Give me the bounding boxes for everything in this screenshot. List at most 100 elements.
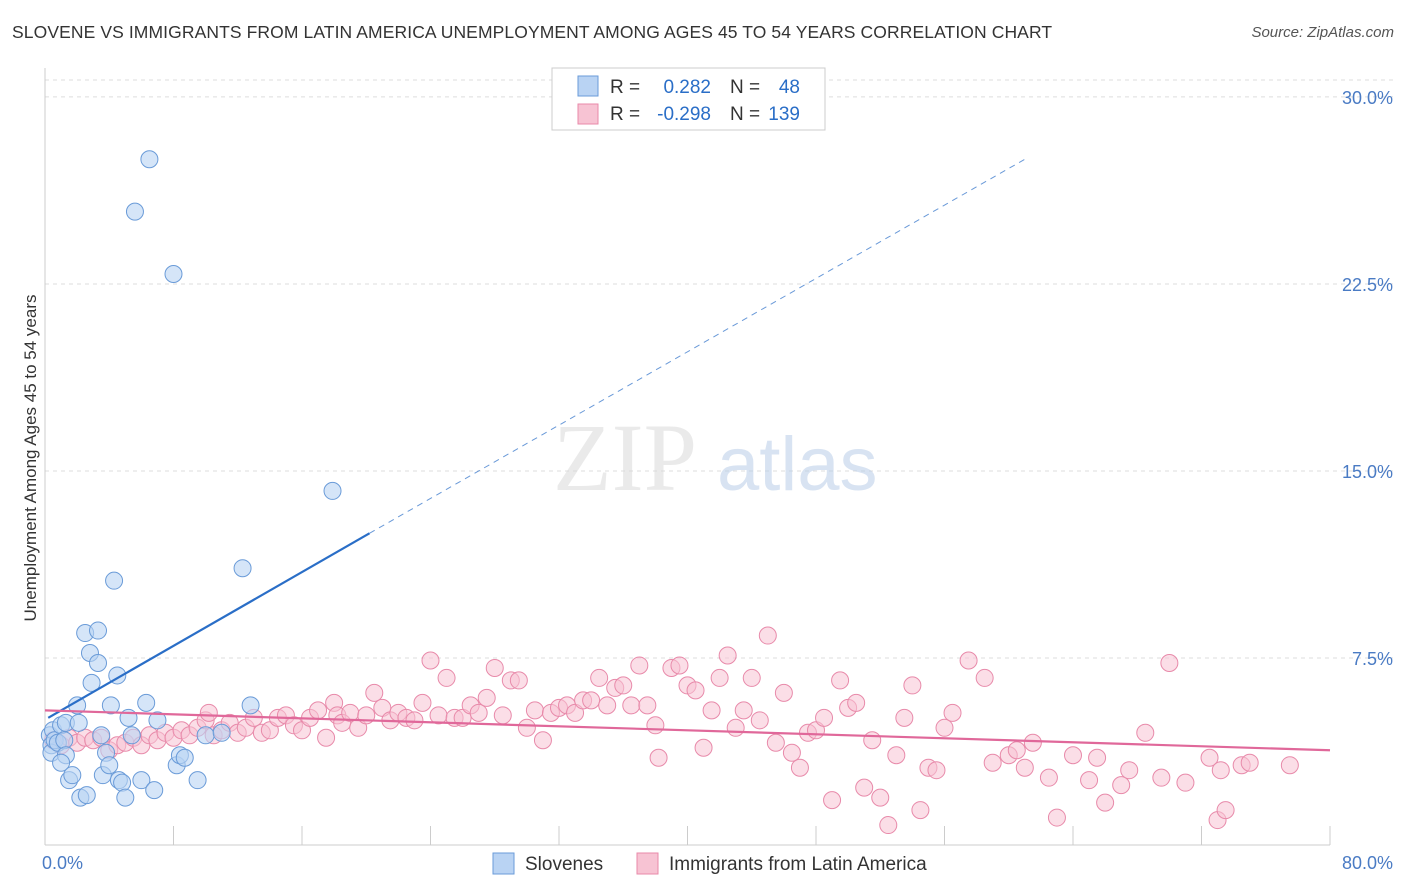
latam-point bbox=[622, 696, 641, 715]
latam-point bbox=[646, 716, 665, 735]
latam-point bbox=[750, 711, 769, 730]
legend-n-value-2: 139 bbox=[768, 104, 800, 125]
latam-point bbox=[983, 753, 1002, 772]
latam-point bbox=[1088, 748, 1107, 767]
latam-point bbox=[855, 778, 874, 797]
latam-point bbox=[879, 816, 898, 835]
chart-source: Source: ZipAtlas.com bbox=[1251, 24, 1394, 41]
slovene-point bbox=[105, 571, 124, 590]
legend-swatch-slovenes bbox=[577, 75, 599, 97]
slovene-point bbox=[212, 723, 231, 742]
latam-point bbox=[1176, 773, 1195, 792]
slovene-point bbox=[55, 731, 74, 750]
latam-point bbox=[670, 656, 689, 675]
latam-point bbox=[895, 708, 914, 727]
slovene-point bbox=[116, 788, 135, 807]
slovene-trend-extension bbox=[369, 158, 1026, 534]
latam-point bbox=[309, 701, 328, 720]
latam-point bbox=[317, 728, 336, 747]
latam-point bbox=[421, 651, 440, 670]
latam-point bbox=[847, 693, 866, 712]
legend-n-value-1: 48 bbox=[779, 77, 800, 98]
slovene-point bbox=[52, 753, 71, 772]
latam-point bbox=[1112, 776, 1131, 795]
latam-point bbox=[630, 656, 649, 675]
slovene-point bbox=[233, 559, 252, 578]
stats-legend: R = 0.282 N = 48 R = -0.298 N = 139 bbox=[551, 67, 826, 131]
bottom-legend-swatch-latam bbox=[636, 852, 659, 875]
latam-point bbox=[823, 791, 842, 810]
latam-point bbox=[517, 718, 536, 737]
latam-point bbox=[1080, 771, 1099, 790]
slovene-point bbox=[63, 766, 82, 785]
latam-point bbox=[1039, 768, 1058, 787]
latam-point bbox=[734, 701, 753, 720]
slovene-point bbox=[122, 726, 141, 745]
y-tick-label: 22.5% bbox=[1342, 275, 1393, 295]
latam-point bbox=[1007, 741, 1026, 760]
latam-point bbox=[1152, 768, 1171, 787]
slovene-point bbox=[196, 726, 215, 745]
latam-point bbox=[413, 693, 432, 712]
latam-point bbox=[766, 733, 785, 752]
slovene-point bbox=[164, 264, 183, 283]
latam-point bbox=[686, 681, 705, 700]
legend-swatch-latam bbox=[577, 103, 599, 125]
latam-point bbox=[935, 718, 954, 737]
slovene-point bbox=[323, 481, 342, 500]
bottom-legend: Slovenes Immigrants from Latin America bbox=[492, 852, 927, 875]
latam-point bbox=[815, 708, 834, 727]
latam-point bbox=[1120, 761, 1139, 780]
latam-point bbox=[726, 718, 745, 737]
latam-point bbox=[533, 731, 552, 750]
latam-point bbox=[710, 668, 729, 687]
latam-point bbox=[614, 676, 633, 695]
latam-point bbox=[1096, 793, 1115, 812]
chart-title: SLOVENE VS IMMIGRANTS FROM LATIN AMERICA… bbox=[12, 22, 1053, 42]
slovene-series bbox=[40, 150, 342, 807]
latam-point bbox=[493, 706, 512, 725]
latam-point bbox=[1216, 801, 1235, 820]
latam-point bbox=[718, 646, 737, 665]
slovene-point bbox=[82, 673, 101, 692]
latam-point bbox=[485, 658, 504, 677]
latam-point bbox=[1047, 808, 1066, 827]
slovene-point bbox=[89, 653, 108, 672]
legend-n-label-2: N = bbox=[730, 104, 760, 125]
latam-point bbox=[943, 703, 962, 722]
axes: 0.0% 80.0% bbox=[42, 68, 1393, 873]
slovene-point bbox=[69, 713, 88, 732]
slovene-point bbox=[188, 771, 207, 790]
y-tick-label: 7.5% bbox=[1352, 649, 1393, 669]
latam-point bbox=[831, 671, 850, 690]
slovene-point bbox=[89, 621, 108, 640]
latam-point bbox=[694, 738, 713, 757]
latam-series bbox=[44, 626, 1299, 835]
latam-point bbox=[959, 651, 978, 670]
latam-point bbox=[437, 668, 456, 687]
legend-r-label-1: R = bbox=[610, 77, 640, 98]
latam-point bbox=[199, 703, 218, 722]
slovene-point bbox=[241, 696, 260, 715]
slovene-point bbox=[92, 726, 111, 745]
legend-r-value-2: -0.298 bbox=[657, 104, 711, 125]
latam-point bbox=[1240, 753, 1259, 772]
latam-point bbox=[1136, 723, 1155, 742]
slovene-trend-line bbox=[47, 532, 371, 719]
legend-n-label-1: N = bbox=[730, 77, 760, 98]
bottom-legend-label-latam: Immigrants from Latin America bbox=[669, 854, 927, 875]
legend-r-value-1: 0.282 bbox=[663, 77, 711, 98]
legend-r-label-2: R = bbox=[610, 104, 640, 125]
y-tick-label: 15.0% bbox=[1342, 462, 1393, 482]
slovene-point bbox=[140, 150, 159, 169]
latam-point bbox=[1064, 746, 1082, 765]
latam-point bbox=[911, 801, 930, 820]
bottom-legend-swatch-slovenes bbox=[492, 852, 515, 875]
gridlines: 7.5% 15.0% 22.5% 30.0% bbox=[45, 79, 1393, 669]
x-tick-label: 80.0% bbox=[1342, 853, 1393, 873]
trend-lines bbox=[44, 158, 1331, 752]
bottom-legend-label-slovenes: Slovenes bbox=[525, 854, 603, 875]
latam-point bbox=[525, 701, 544, 720]
latam-point bbox=[903, 676, 922, 695]
